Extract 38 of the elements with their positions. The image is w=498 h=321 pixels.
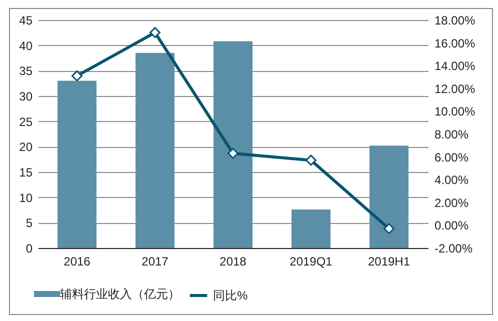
- y2-tick-label: -2.00%: [434, 242, 473, 256]
- y2-tick-label: 0.00%: [434, 218, 469, 233]
- y2-tick-label: 12.00%: [434, 82, 476, 96]
- y-tick-label: 0: [26, 242, 33, 256]
- y-tick-label: 25: [19, 114, 33, 129]
- y-tick-label: 40: [19, 38, 33, 53]
- point: [384, 223, 394, 234]
- y-tick-label: 30: [19, 90, 33, 104]
- y2-tick-label: 4.00%: [434, 173, 469, 188]
- y2-tick-label: 8.00%: [434, 128, 469, 142]
- y-tick-label: 10: [19, 190, 33, 205]
- bar: [136, 52, 174, 248]
- point: [150, 27, 160, 38]
- y-tick-label: 15: [19, 166, 33, 180]
- point: [228, 148, 238, 159]
- x-tick-label: 2019H1: [368, 254, 410, 268]
- bar: [58, 80, 96, 248]
- y2-tick-label: 18.00%: [434, 14, 476, 28]
- y2-tick-label: 2.00%: [434, 196, 469, 210]
- y2-tick-label: 10.00%: [434, 104, 476, 119]
- y-tick-label: 5: [26, 216, 33, 230]
- legend-label: 辅料行业收入（亿元）: [60, 287, 180, 301]
- point: [306, 154, 316, 166]
- y-tick-label: 20: [19, 140, 33, 154]
- x-tick-label: 2019Q1: [290, 254, 333, 268]
- y-tick-label: 35: [19, 64, 33, 78]
- y-tick-label: 45: [19, 14, 33, 28]
- point: [72, 70, 82, 82]
- y2-tick-label: 14.00%: [434, 59, 476, 74]
- x-tick-label: 2018: [220, 254, 247, 268]
- bar: [370, 146, 408, 248]
- x-tick-label: 2017: [142, 254, 169, 268]
- y2-tick-label: 16.00%: [434, 36, 476, 50]
- legend-label: 同比%: [213, 288, 248, 302]
- bar: [214, 41, 252, 248]
- bar: [292, 209, 330, 248]
- x-tick-label: 2016: [64, 254, 91, 268]
- y2-tick-label: 6.00%: [434, 150, 469, 164]
